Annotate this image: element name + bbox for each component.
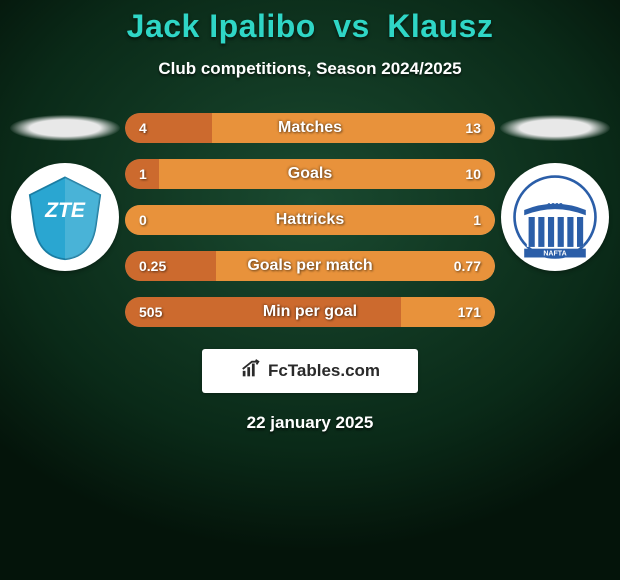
title-vs: vs: [333, 8, 370, 44]
svg-text:NAFTA: NAFTA: [543, 251, 566, 258]
side-right: 1903 NAFTA: [495, 113, 615, 271]
crest-left-text: ZTE: [44, 199, 86, 222]
crest-left-graphic: ZTE: [21, 173, 109, 261]
player2-club-crest: 1903 NAFTA: [501, 163, 609, 271]
crest-right-graphic: 1903 NAFTA: [511, 173, 599, 261]
stat-bar: Goals per match0.250.77: [125, 251, 495, 281]
subtitle: Club competitions, Season 2024/2025: [158, 59, 461, 79]
title-player2: Klausz: [387, 8, 493, 44]
date-text: 22 january 2025: [247, 413, 374, 433]
player1-shadow-ellipse: [10, 115, 120, 141]
title-player1: Jack Ipalibo: [127, 8, 316, 44]
stat-bar: Min per goal505171: [125, 297, 495, 327]
chart-icon: [240, 358, 262, 385]
stat-bar: Hattricks01: [125, 205, 495, 235]
attribution-badge[interactable]: FcTables.com: [202, 349, 418, 393]
stat-bar: Goals110: [125, 159, 495, 189]
side-left: ZTE: [5, 113, 125, 271]
comparison-bars: Matches413 Goals110 Hattricks01 Goals per m…: [125, 113, 495, 327]
svg-text:1903: 1903: [547, 203, 563, 210]
stat-bar: Matches413: [125, 113, 495, 143]
attribution-text: FcTables.com: [268, 361, 380, 381]
content-root: Jack Ipalibo vs Klausz Club competitions…: [0, 0, 620, 580]
page-title: Jack Ipalibo vs Klausz: [127, 8, 494, 45]
main-row: ZTE Matches413 Goals110 Hattricks01 Goals p…: [0, 113, 620, 327]
player1-club-crest: ZTE: [11, 163, 119, 271]
player2-shadow-ellipse: [500, 115, 610, 141]
